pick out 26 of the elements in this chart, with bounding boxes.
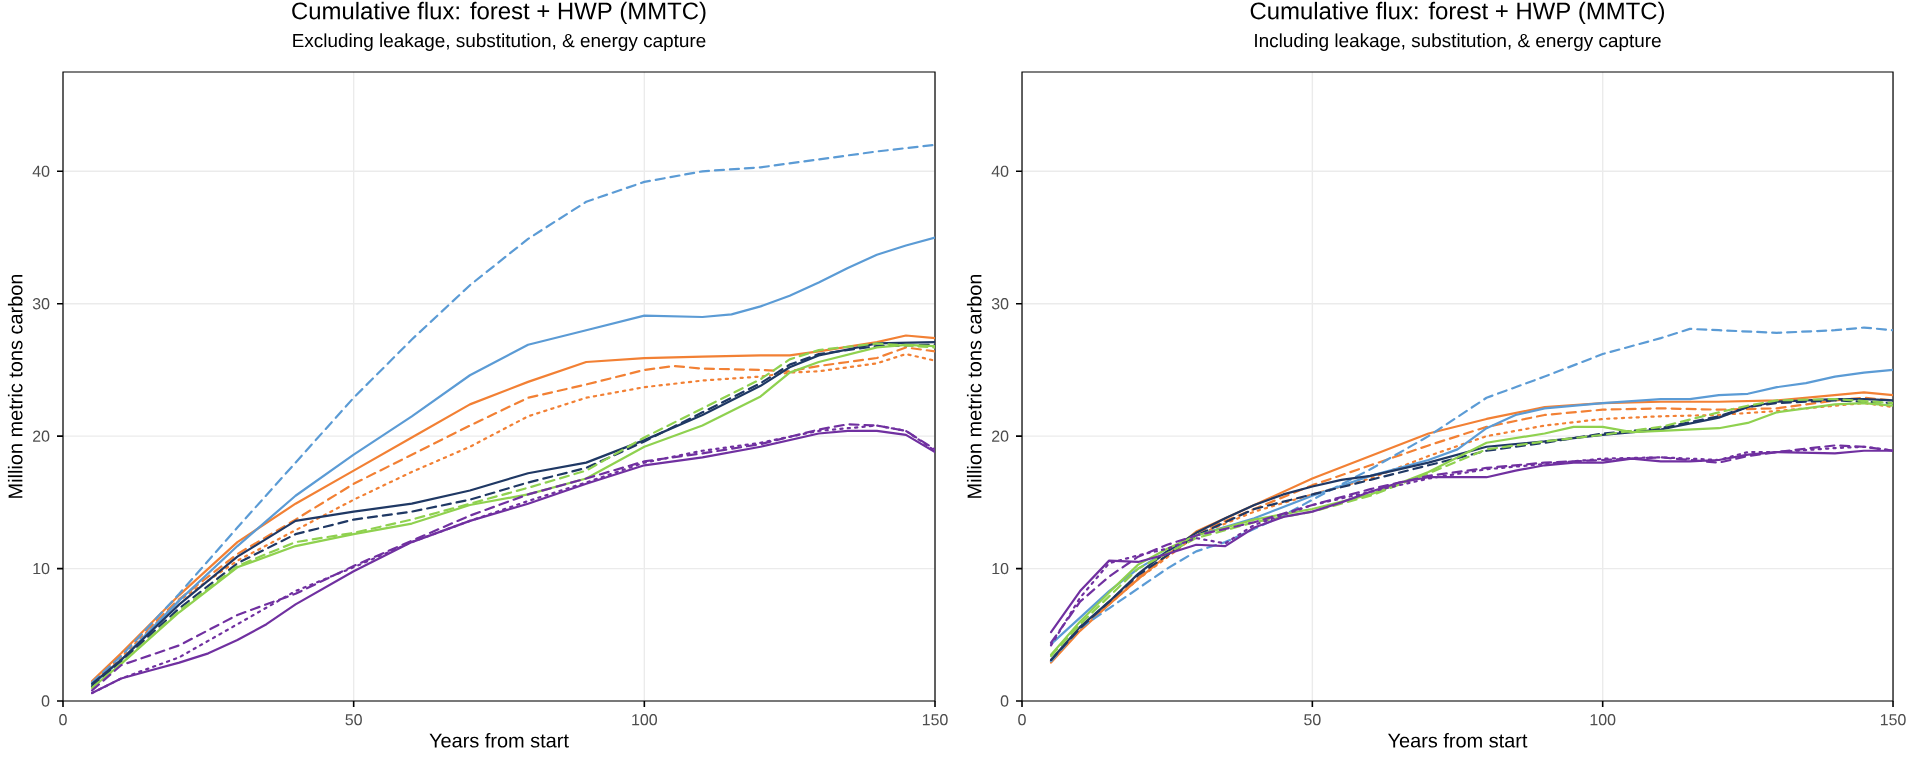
y-tick-label: 0 [1000,695,1009,707]
x-tick-label: 0 [59,714,67,726]
chart-title: Cumulative flux: forest + HWP (MMTC) [292,1,706,25]
y-tick-label: 10 [992,562,1009,575]
y-tick-label: 0 [41,695,50,707]
x-axis-title: Years from start [1388,732,1528,748]
y-axis-title: Million metric tons carbon [966,274,982,498]
x-axis-title: Years from start [429,732,569,748]
y-tick-label: 30 [32,298,50,310]
y-tick-label: 20 [992,430,1009,442]
x-tick-label: 100 [1590,714,1616,726]
y-axis-title: Million metric tons carbon [7,274,23,498]
x-tick-label: 150 [922,714,948,726]
y-tick-label: 40 [991,165,1009,177]
x-tick-label: 50 [345,714,362,726]
x-tick-label: 0 [1018,714,1026,726]
y-tick-label: 10 [33,562,50,575]
y-tick-label: 20 [33,430,50,442]
y-tick-label: 30 [991,298,1009,310]
x-tick-label: 150 [1880,714,1906,726]
y-tick-label: 40 [32,165,50,177]
x-tick-label: 100 [632,714,658,726]
chart-subtitle: Excluding leakage, substitution, & energy capture [293,33,706,52]
chart-title: Cumulative flux: forest + HWP (MMTC) [1250,1,1665,25]
x-tick-label: 50 [1304,714,1321,726]
chart-subtitle: Including leakage, substitution, & energy capture [1255,33,1661,52]
